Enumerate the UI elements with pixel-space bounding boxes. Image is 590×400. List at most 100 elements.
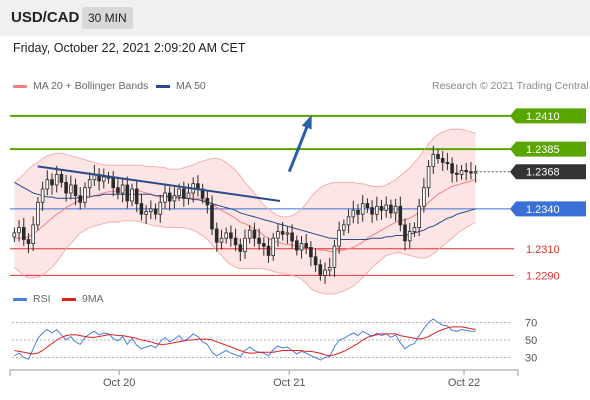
candle xyxy=(64,174,68,202)
candle xyxy=(426,160,431,198)
candle-body-up xyxy=(158,201,163,215)
candle-body-down xyxy=(26,239,31,244)
candle xyxy=(473,165,478,183)
candle-body-down xyxy=(464,169,468,173)
candle-body-down xyxy=(440,157,445,163)
candle xyxy=(436,149,440,164)
candle xyxy=(445,152,450,171)
candle xyxy=(412,222,417,237)
candle-body-down xyxy=(233,237,238,246)
candle xyxy=(389,199,393,219)
candle xyxy=(224,227,229,244)
candle-body-up xyxy=(323,269,327,276)
candle xyxy=(78,187,83,210)
rsi-tick-label: 70 xyxy=(525,318,537,330)
candle xyxy=(360,195,365,222)
candle xyxy=(26,233,31,254)
legend-rsi-label: RSI xyxy=(33,293,51,305)
candle-body-down xyxy=(304,243,308,248)
candle xyxy=(69,175,73,200)
candle xyxy=(134,181,139,213)
legend-ma50: MA 50 xyxy=(156,80,206,92)
candle-body-up xyxy=(243,237,247,252)
candle xyxy=(290,224,294,249)
rsi-swatch xyxy=(13,297,27,301)
candle-body-up xyxy=(120,184,125,194)
candle xyxy=(417,198,421,237)
candle xyxy=(398,196,403,232)
candle xyxy=(294,235,299,256)
level-label: 1.2340 xyxy=(526,204,560,216)
candle-body-up xyxy=(473,171,478,174)
candle xyxy=(271,232,275,261)
rsi-ma-line xyxy=(14,326,476,357)
candle-body-up xyxy=(271,237,275,256)
candle xyxy=(102,168,106,189)
candle xyxy=(261,237,266,256)
bollinger-band-fill xyxy=(14,129,476,294)
candle-body-up xyxy=(130,188,134,202)
candle xyxy=(422,178,426,213)
candle-body-down xyxy=(318,264,323,276)
candle-body-down xyxy=(252,229,257,239)
candle xyxy=(299,236,304,259)
x-tick-label: Oct 22 xyxy=(448,377,480,389)
level-label: 1.2290 xyxy=(526,270,560,282)
candle-body-down xyxy=(73,184,78,197)
candle xyxy=(181,181,186,207)
candle xyxy=(365,198,370,213)
legend-rsi: RSI xyxy=(13,293,51,305)
candle xyxy=(332,239,337,277)
candle xyxy=(407,223,412,249)
candle-body-down xyxy=(280,231,285,235)
candle-body-down xyxy=(238,244,243,252)
candle-body-up xyxy=(426,165,431,189)
candle xyxy=(73,178,78,206)
ma50-line xyxy=(14,181,476,240)
candle xyxy=(54,165,59,193)
candle-body-up xyxy=(384,204,388,211)
candle-body-down xyxy=(370,207,374,215)
candle-body-up xyxy=(36,201,40,226)
candle-body-down xyxy=(379,205,384,211)
candle-body-up xyxy=(417,205,421,229)
candle xyxy=(440,151,445,171)
candle-body-up xyxy=(87,179,92,189)
candle xyxy=(120,178,125,203)
candle-body-up xyxy=(346,216,351,226)
candle xyxy=(247,224,252,244)
candle-body-down xyxy=(111,177,116,189)
level-label: 1.2310 xyxy=(526,244,560,256)
timestamp: Friday, October 22, 2021 2:09:20 AM CET xyxy=(13,41,246,55)
candle xyxy=(116,178,120,200)
candle-body-up xyxy=(341,224,346,231)
candle-body-up xyxy=(83,187,87,203)
candle xyxy=(257,228,261,250)
candle-body-up xyxy=(337,229,341,247)
candle xyxy=(313,248,318,273)
candle xyxy=(210,195,214,236)
candle-body-up xyxy=(69,184,73,194)
candle-body-down xyxy=(398,205,403,226)
candle-body-up xyxy=(459,169,464,175)
candle-body-down xyxy=(139,203,144,215)
candle xyxy=(125,176,130,209)
candle xyxy=(111,170,116,197)
candle xyxy=(59,169,64,188)
candle xyxy=(341,219,346,236)
candle-body-down xyxy=(59,173,64,183)
candle xyxy=(238,238,243,262)
candle xyxy=(323,262,327,284)
candle xyxy=(21,217,26,246)
candle-body-down xyxy=(214,228,219,243)
timeframe-badge[interactable]: 30 MIN xyxy=(82,7,133,29)
candle-body-down xyxy=(167,192,172,202)
candle-body-up xyxy=(172,195,177,202)
candle xyxy=(130,183,134,207)
candle-body-up xyxy=(407,231,412,242)
level-label-box xyxy=(510,141,586,157)
candle xyxy=(45,170,50,196)
candle xyxy=(205,190,210,214)
